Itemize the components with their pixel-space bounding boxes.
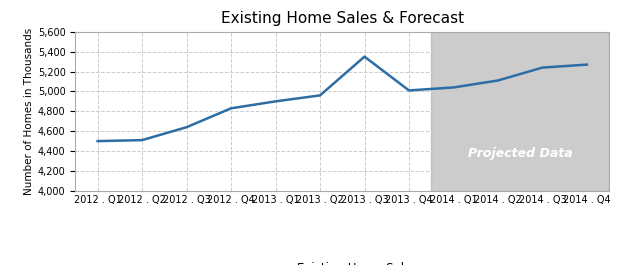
Title: Existing Home Sales & Forecast: Existing Home Sales & Forecast [220, 11, 464, 26]
Existing Home Sales [405, 89, 413, 92]
Line: Existing Home Sales: Existing Home Sales [97, 57, 587, 141]
Legend: Existing Home Sales: Existing Home Sales [263, 257, 422, 265]
Text: Projected Data: Projected Data [468, 147, 573, 160]
Existing Home Sales [583, 63, 591, 66]
Existing Home Sales [494, 79, 502, 82]
Existing Home Sales [94, 139, 101, 143]
Existing Home Sales [539, 66, 546, 69]
Existing Home Sales [272, 100, 279, 103]
Existing Home Sales [183, 126, 190, 129]
Bar [431, 32, 609, 191]
Existing Home Sales [227, 107, 235, 110]
Y-axis label: Number of Homes in Thousands: Number of Homes in Thousands [24, 28, 33, 195]
Existing Home Sales [450, 86, 457, 89]
Existing Home Sales [138, 139, 146, 142]
Existing Home Sales [360, 55, 368, 58]
Existing Home Sales [317, 94, 324, 97]
